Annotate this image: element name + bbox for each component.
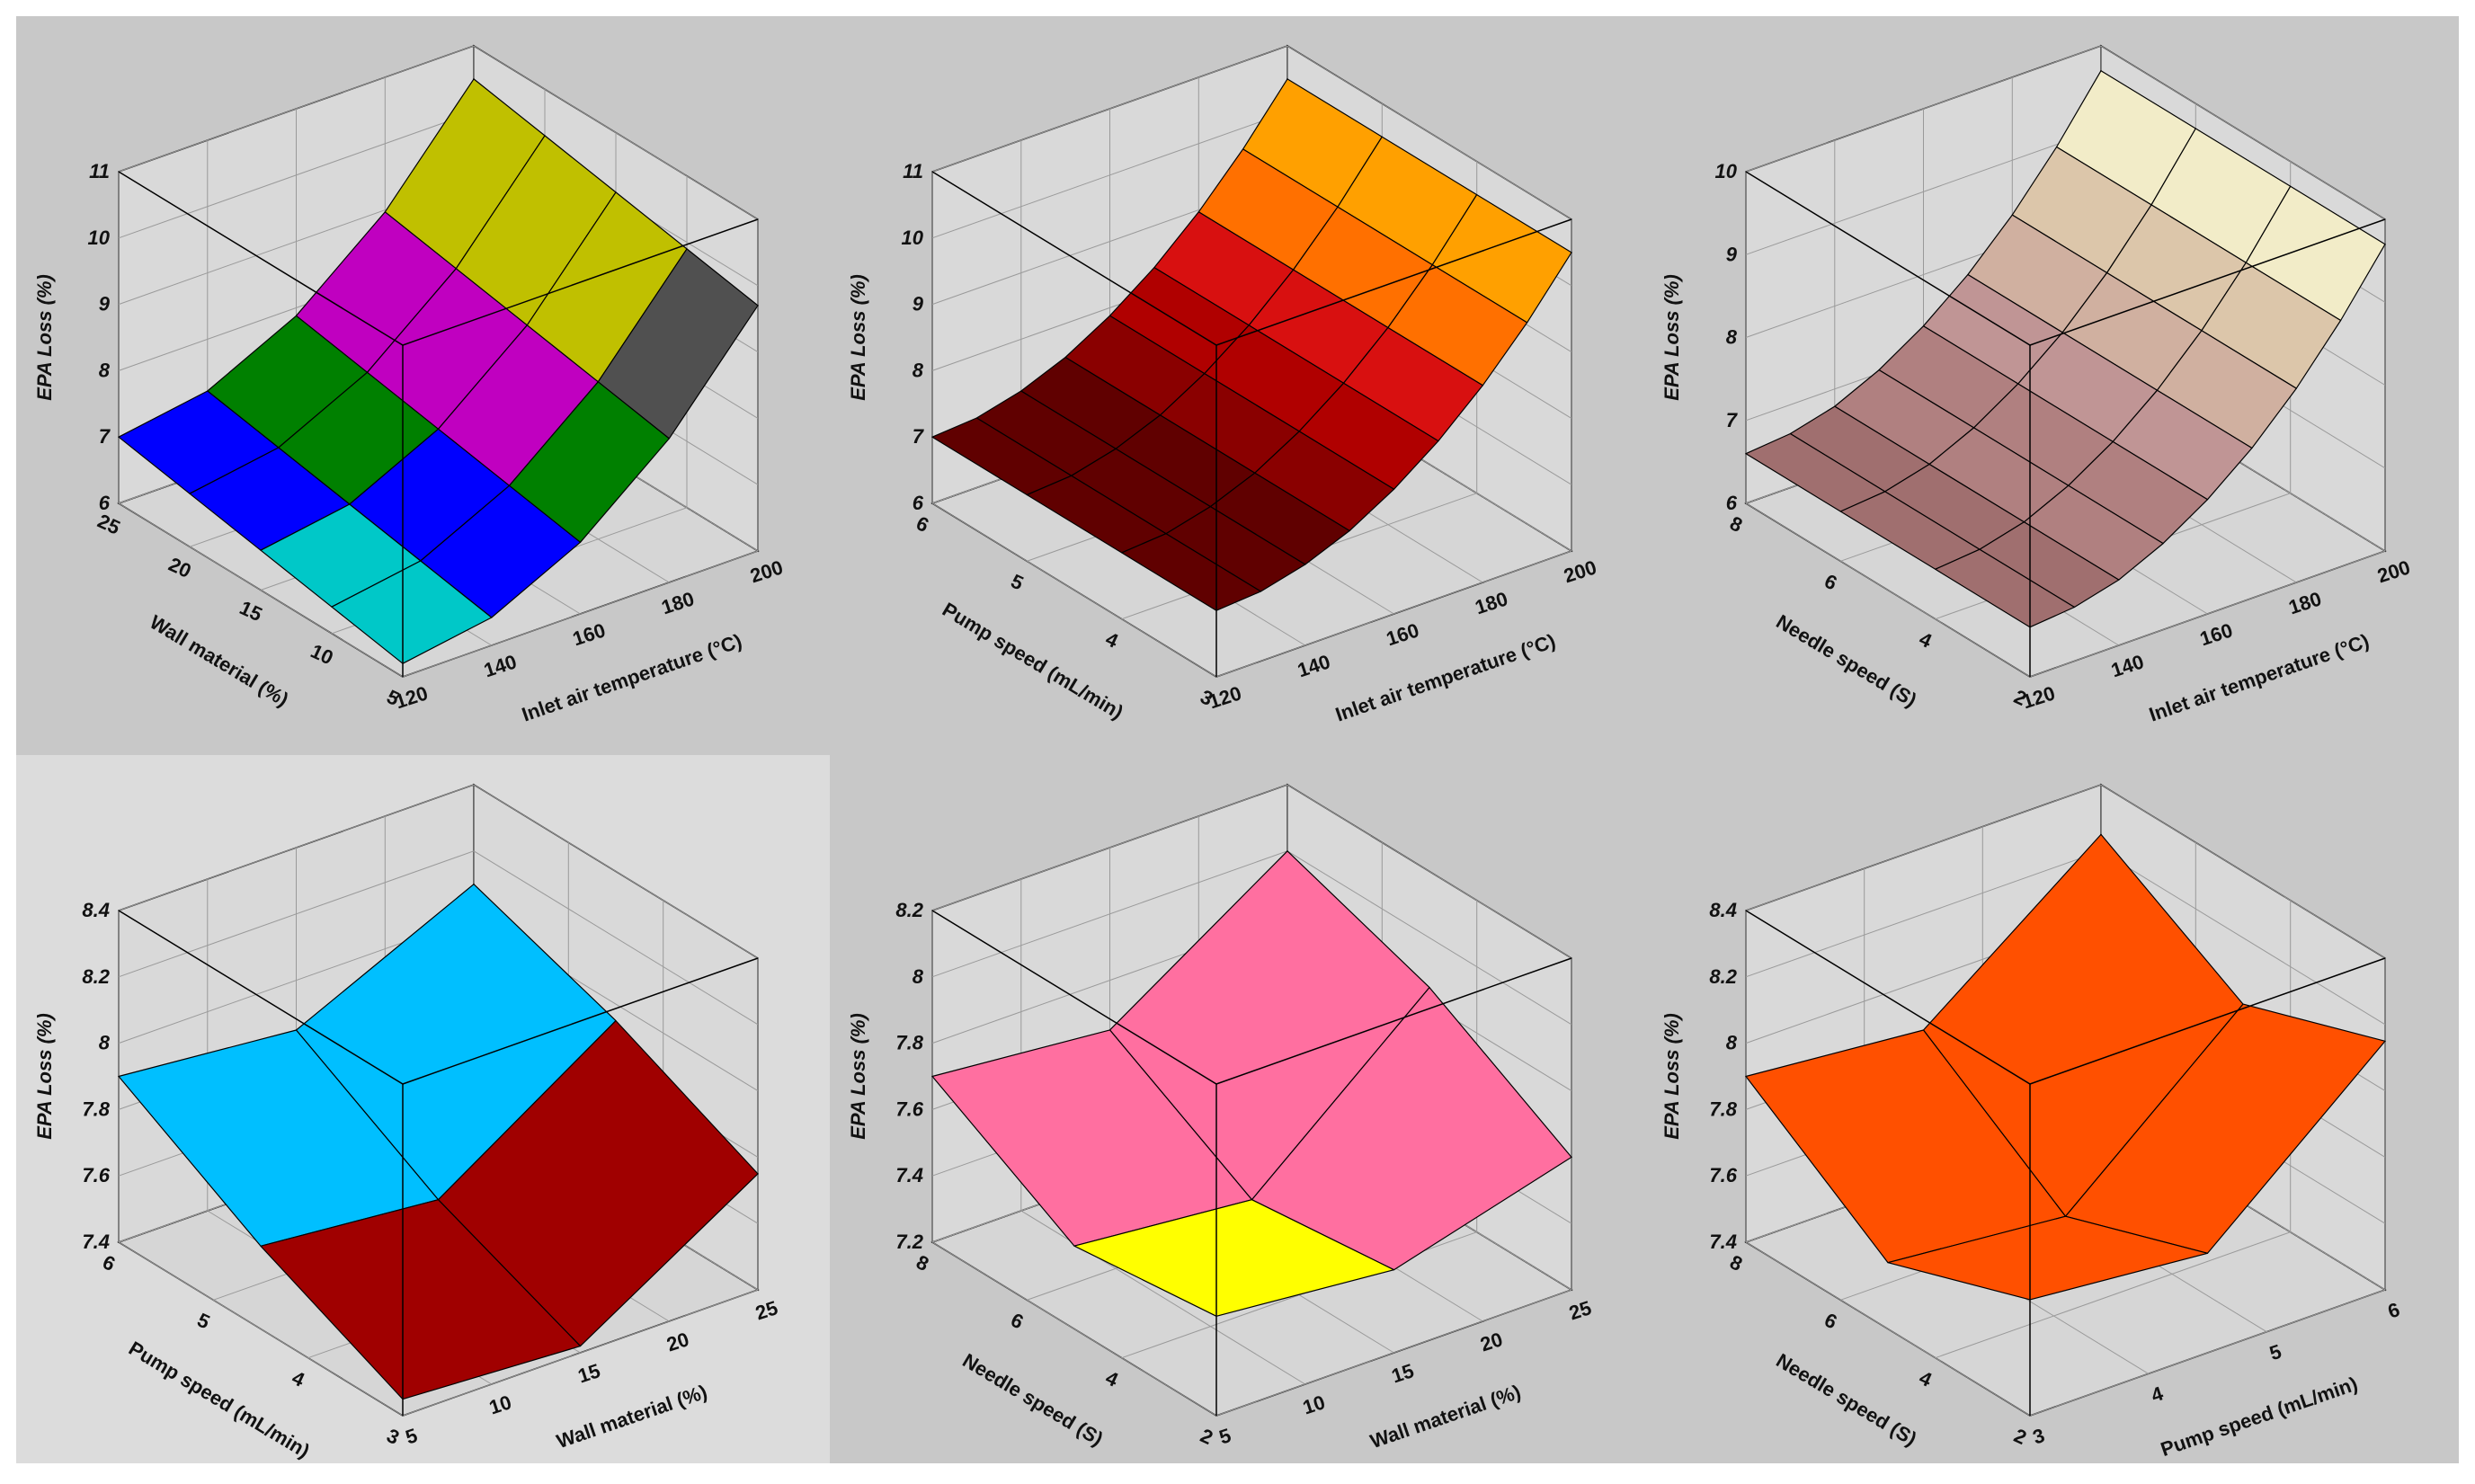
grid-line [2029, 219, 2386, 678]
z-axis-label: EPA Loss (%) [847, 1013, 869, 1140]
grid-line [402, 958, 759, 1417]
z-axis-label: EPA Loss (%) [33, 1013, 56, 1140]
box-edge [1745, 910, 2386, 1085]
box-edge [1745, 171, 2386, 346]
z-tick-label: 8 [1726, 1032, 1738, 1054]
z-tick-label: 7.4 [82, 1231, 110, 1253]
z-tick-label: 7.6 [1709, 1164, 1737, 1186]
z-tick-label: 7 [99, 425, 111, 448]
z-tick-label: 7.4 [895, 1164, 923, 1186]
z-tick-label: 8.4 [1709, 899, 1737, 921]
surface-cell [260, 1199, 582, 1400]
z-axis-label: EPA Loss (%) [1660, 1013, 1683, 1140]
z-tick-label: 7.8 [895, 1032, 923, 1054]
z-tick-label: 7.4 [1709, 1231, 1737, 1253]
z-tick-label: 6 [99, 492, 111, 514]
z-tick-label: 8 [99, 359, 111, 381]
z-tick-label: 7 [913, 425, 925, 448]
grid-line [1215, 219, 1572, 678]
z-tick-label: 9 [913, 293, 924, 315]
z-tick-label: 8.4 [82, 899, 110, 921]
z-tick-label: 11 [903, 160, 923, 182]
box-edge [931, 910, 1572, 1085]
z-axis-label: EPA Loss (%) [1660, 274, 1683, 401]
z-axis-label: EPA Loss (%) [33, 274, 56, 401]
box-edge [118, 171, 759, 346]
z-tick-label: 7.8 [1709, 1097, 1737, 1120]
grid-line [1935, 900, 2292, 1359]
z-tick-label: 8.2 [82, 965, 110, 988]
z-tick-label: 8 [913, 965, 924, 988]
z-tick-label: 8 [913, 359, 924, 381]
z-tick-label: 10 [1715, 160, 1738, 182]
surface-cell [1935, 548, 2075, 628]
surface-cell [1121, 533, 1261, 611]
z-tick-label: 7.6 [895, 1097, 923, 1120]
z-axis-label: EPA Loss (%) [847, 274, 869, 401]
z-tick-label: 11 [89, 160, 110, 182]
z-tick-label: 8 [1726, 326, 1738, 349]
grid-line [1215, 958, 1572, 1417]
z-tick-label: 7.8 [82, 1097, 110, 1120]
box-edge [118, 910, 759, 1085]
z-tick-label: 9 [1726, 243, 1738, 265]
z-tick-label: 6 [1726, 492, 1738, 514]
z-tick-label: 9 [99, 293, 111, 315]
z-tick-label: 8.2 [1709, 965, 1737, 988]
z-tick-label: 7 [1726, 409, 1739, 431]
z-tick-label: 10 [902, 227, 924, 249]
surface-cell [331, 560, 493, 664]
z-tick-label: 6 [913, 492, 924, 514]
surface-cell [1887, 1215, 2209, 1301]
z-tick-label: 7.6 [82, 1164, 110, 1186]
grid-line [402, 219, 759, 678]
grid-line [2029, 958, 2386, 1417]
z-tick-label: 8.2 [895, 899, 923, 921]
grid-line [1121, 900, 1478, 1359]
box-edge [931, 171, 1572, 346]
surface-cell [1073, 1199, 1395, 1317]
z-tick-label: 8 [99, 1032, 111, 1054]
z-tick-label: 7.2 [895, 1231, 923, 1253]
z-tick-label: 10 [88, 227, 111, 249]
